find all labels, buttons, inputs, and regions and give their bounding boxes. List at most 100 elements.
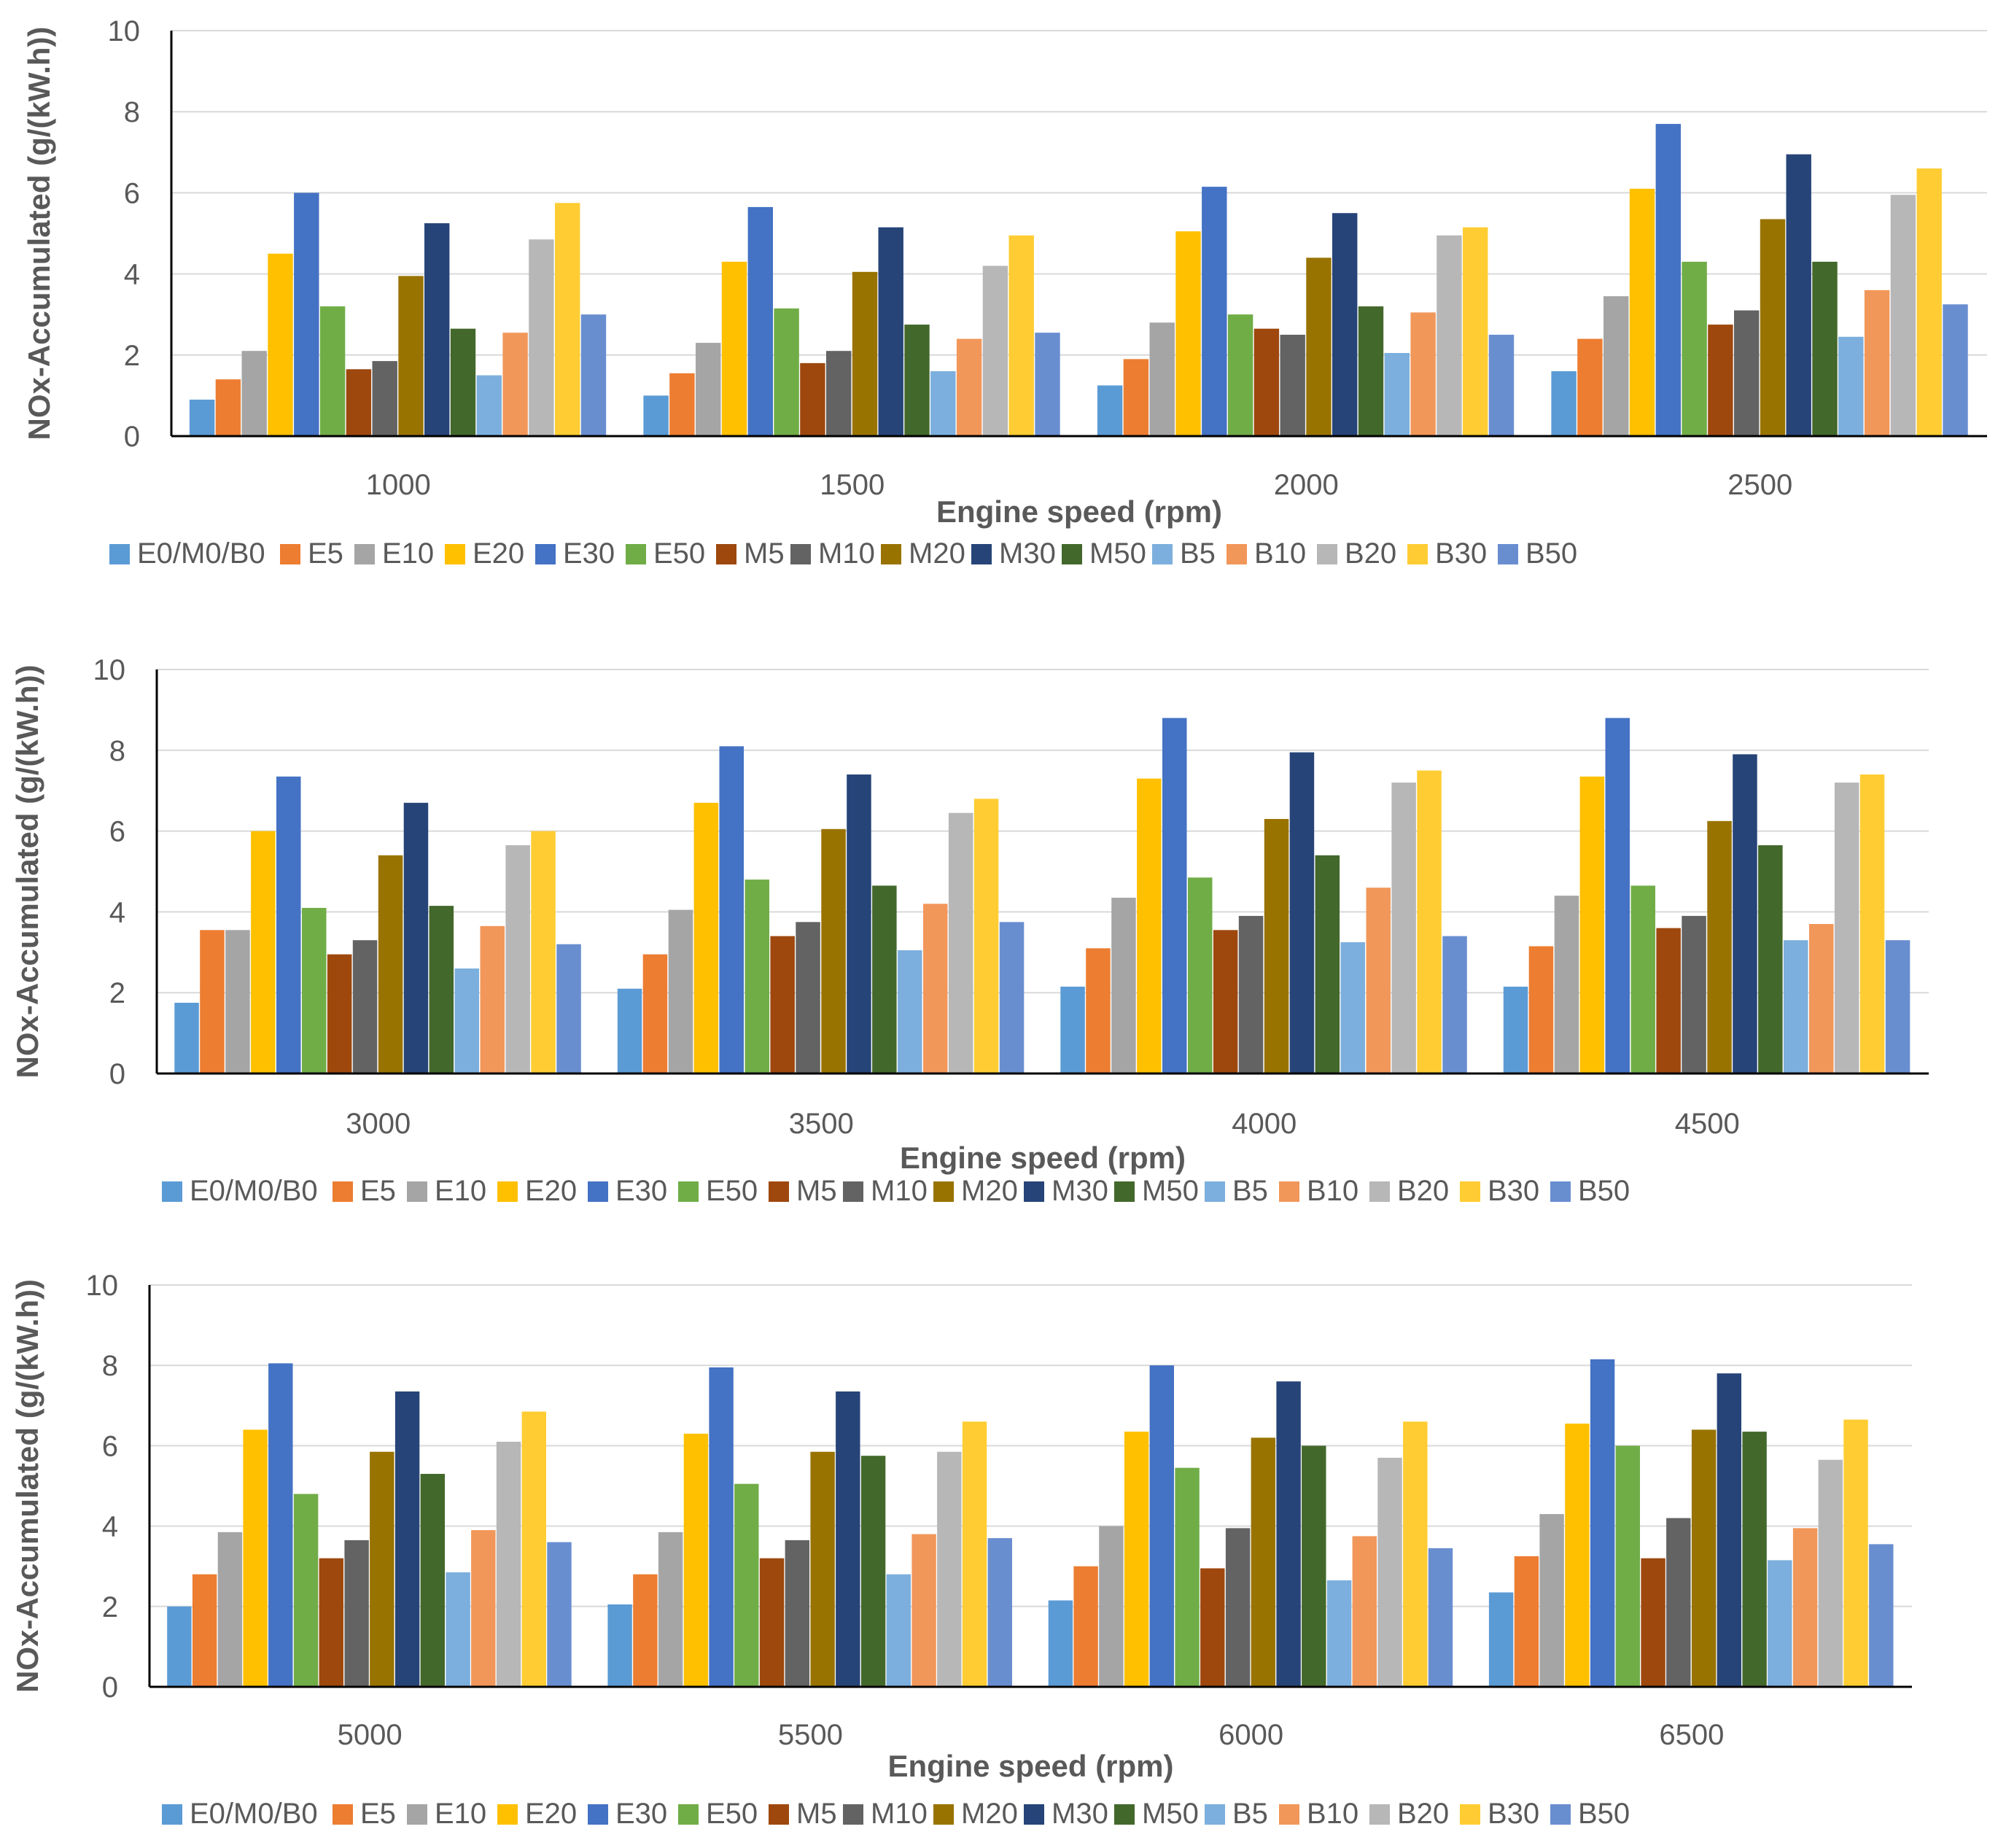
legend-swatch — [933, 1181, 954, 1202]
legend-item-e0-m0-b0: E0/M0/B0 — [162, 1175, 318, 1207]
bar-b30-3500 — [973, 799, 999, 1074]
bar-e50-2500 — [1682, 261, 1707, 436]
bar-m20-2500 — [1760, 219, 1786, 436]
bar-m50-6500 — [1742, 1432, 1767, 1687]
bar-e10-2000 — [1149, 322, 1175, 436]
x-axis-title: Engine speed (rpm) — [887, 1749, 1173, 1783]
bar-b10-4500 — [1809, 924, 1834, 1074]
y-tick-label: 10 — [93, 654, 126, 686]
bar-m30-5000 — [394, 1391, 420, 1687]
legend-item-e30: E30 — [588, 1175, 667, 1207]
x-axis-title: Engine speed (rpm) — [900, 1141, 1186, 1175]
bar-m30-6000 — [1276, 1381, 1301, 1687]
legend-item-e5: E5 — [333, 1798, 396, 1830]
bar-e10-3500 — [668, 909, 693, 1074]
bar-m30-6500 — [1717, 1373, 1741, 1687]
legend-swatch — [1317, 544, 1337, 564]
legend-item-m10: M10 — [790, 537, 875, 570]
bar-m10-3500 — [796, 922, 820, 1074]
bar-b10-4000 — [1366, 888, 1391, 1074]
bar-e10-1000 — [241, 351, 267, 436]
legend-label: M50 — [1142, 1798, 1199, 1830]
legend-item-b50: B50 — [1550, 1175, 1630, 1207]
bar-m50-6000 — [1302, 1445, 1326, 1687]
y-tick-label: 4 — [102, 1511, 118, 1543]
bar-e20-1500 — [721, 261, 747, 436]
bar-m5-5000 — [319, 1558, 343, 1687]
legend-item-b20: B20 — [1369, 1175, 1449, 1207]
bar-e30-3500 — [719, 746, 744, 1074]
bar-m50-3500 — [872, 885, 897, 1074]
bar-b50-3500 — [999, 922, 1025, 1074]
legend-swatch — [1460, 1181, 1480, 1202]
bar-b30-5000 — [521, 1411, 546, 1687]
bar-e50-4500 — [1630, 885, 1655, 1074]
bar-m5-5500 — [759, 1558, 785, 1687]
bar-e10-3000 — [225, 930, 250, 1074]
bar-m30-3500 — [847, 774, 871, 1074]
bar-e5-3000 — [200, 930, 225, 1074]
bar-b30-6000 — [1403, 1421, 1428, 1687]
bar-m30-4000 — [1289, 752, 1315, 1074]
bar-m10-4000 — [1238, 915, 1264, 1074]
bar-b50-5000 — [547, 1542, 572, 1687]
legend-label: E10 — [435, 1798, 486, 1830]
legend-swatch — [1460, 1804, 1480, 1825]
bar-e5-2000 — [1123, 359, 1149, 436]
legend-label: M30 — [999, 537, 1056, 570]
bar-m20-4000 — [1264, 819, 1289, 1074]
bar-m10-6000 — [1225, 1528, 1251, 1687]
bar-e50-3500 — [745, 880, 769, 1074]
legend-label: E20 — [473, 537, 524, 570]
bar-m10-1000 — [372, 361, 397, 436]
legend-swatch — [769, 1804, 789, 1825]
bar-e30-4500 — [1605, 718, 1630, 1074]
bar-m20-2000 — [1306, 257, 1332, 436]
y-axis-title: NOx-Accumulated (g/(kW.h)) — [10, 664, 44, 1078]
bar-e50-1000 — [319, 306, 346, 436]
bar-b5-2000 — [1384, 353, 1410, 436]
legend-label: E0/M0/B0 — [190, 1798, 318, 1830]
bar-e5-6500 — [1514, 1556, 1539, 1687]
bar-e50-5500 — [734, 1483, 759, 1687]
legend-item-m20: M20 — [933, 1798, 1018, 1830]
legend-label: B20 — [1345, 537, 1396, 570]
x-tick-label-2500: 2500 — [1727, 469, 1792, 501]
bar-e20-3500 — [693, 802, 719, 1074]
legend-swatch — [678, 1804, 699, 1825]
bar-m5-6000 — [1200, 1568, 1225, 1687]
legend-label: M5 — [796, 1175, 837, 1207]
legend-item-e50: E50 — [626, 537, 705, 570]
bar-m5-1500 — [800, 362, 825, 436]
legend-swatch — [280, 544, 300, 564]
legend-label: B20 — [1397, 1798, 1449, 1830]
bar-b50-5500 — [987, 1538, 1012, 1687]
bar-e20-4000 — [1137, 778, 1162, 1074]
legend-label: M50 — [1142, 1175, 1199, 1207]
legend-label: E5 — [360, 1175, 396, 1207]
legend-label: B10 — [1307, 1798, 1358, 1830]
x-tick-label-4000: 4000 — [1232, 1108, 1297, 1140]
y-tick-label: 2 — [102, 1591, 118, 1623]
x-tick-label-5000: 5000 — [338, 1719, 403, 1751]
legend-label: M30 — [1052, 1175, 1108, 1207]
legend-item-m10: M10 — [843, 1175, 928, 1207]
bar-b30-5500 — [962, 1421, 987, 1687]
legend-label: B5 — [1232, 1798, 1268, 1830]
legend-item-e20: E20 — [497, 1798, 577, 1830]
bar-e5-5500 — [633, 1574, 658, 1687]
bar-b20-1500 — [982, 265, 1008, 436]
x-tick-label-5500: 5500 — [778, 1719, 843, 1751]
bar-m50-2000 — [1358, 306, 1384, 436]
legend-label: B5 — [1180, 537, 1216, 570]
y-tick-label: 4 — [124, 259, 140, 291]
y-tick-label: 10 — [86, 1270, 119, 1302]
legend-swatch — [1114, 1804, 1135, 1825]
bar-b5-1000 — [476, 375, 502, 436]
legend-item-m20: M20 — [881, 537, 965, 570]
legend-label: M10 — [871, 1175, 928, 1207]
legend-swatch — [626, 544, 646, 564]
bar-e5-5000 — [192, 1574, 217, 1687]
legend: E0/M0/B0 E5 E10 E20 E30 E50 M5 M10 M20 M30 M50 B5 B1… — [162, 1798, 1630, 1830]
legend-item-b10: B10 — [1227, 537, 1306, 570]
